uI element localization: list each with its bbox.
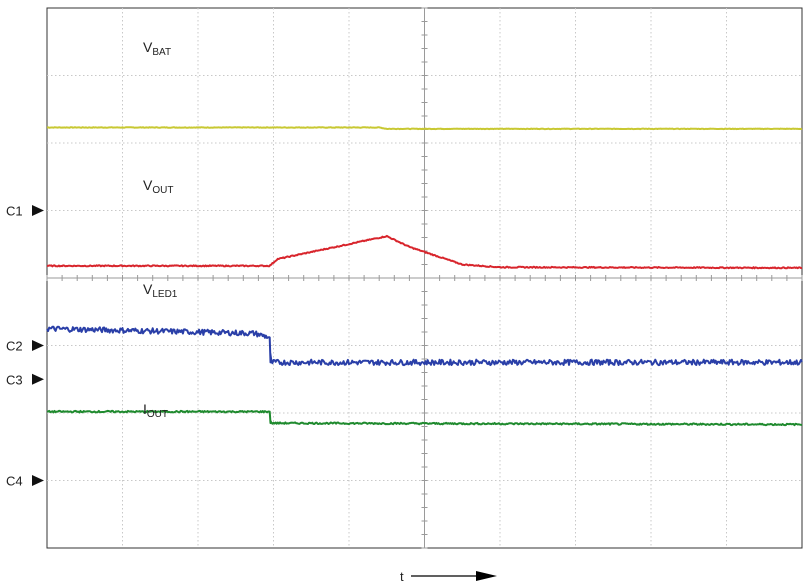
trace-label-subscript: OUT [152,185,173,196]
x-axis-label: t [400,569,404,584]
grid [46,7,803,549]
marker-arrow-icon [32,475,44,486]
marker-label-c1: C1 [6,204,23,219]
trace-label-out: IOUT [143,401,168,420]
trace-label-main: V [143,39,153,55]
traces [46,126,803,427]
marker-arrow-icon [32,373,44,385]
trace-iout [46,409,803,427]
trace-label-out: VOUT [143,177,173,196]
marker-arrow-icon [32,205,44,216]
channel-markers: C1 C2 C3 C4 [6,204,44,489]
trace-label-main: I [143,401,147,417]
time-arrow-icon [476,571,497,581]
trace-vbat [46,126,803,131]
marker-label-c3: C3 [6,372,23,387]
trace-label-subscript: BAT [152,47,171,58]
trace-label-subscript: OUT [147,409,168,420]
marker-label-c2: C2 [6,339,23,354]
trace-label-led1: VLED1 [143,281,178,300]
trace-label-subscript: LED1 [152,289,177,300]
trace-vled1 [46,325,803,367]
marker-label-c4: C4 [6,474,23,489]
trace-label-bat: VBAT [143,39,171,58]
marker-arrow-icon [32,340,44,351]
trace-label-main: V [143,177,153,193]
trace-label-main: V [143,281,153,297]
time-axis: t [400,569,497,584]
trace-vout [47,234,803,270]
